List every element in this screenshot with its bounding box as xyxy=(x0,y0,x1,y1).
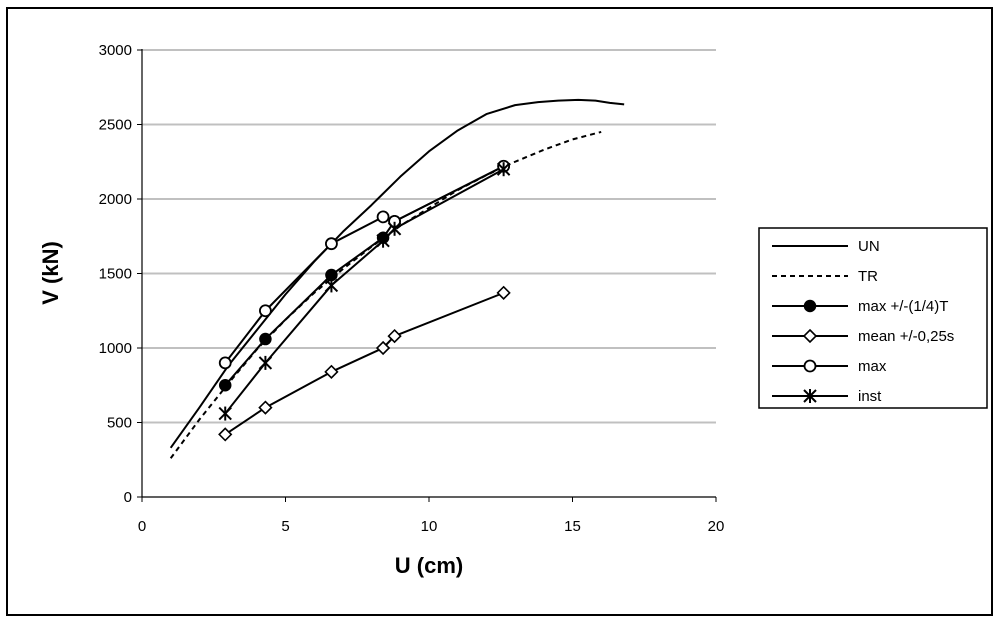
legend-item-max: max xyxy=(772,358,887,375)
legend-marker xyxy=(802,328,818,344)
data-point xyxy=(376,210,390,224)
legend-label: inst xyxy=(858,388,882,405)
legend-box xyxy=(758,227,988,409)
x-tick-label: 10 xyxy=(421,518,438,535)
x-tick-label: 0 xyxy=(138,518,146,535)
legend-label: max xyxy=(858,358,887,375)
data-point xyxy=(258,400,273,415)
y-tick-label: 0 xyxy=(124,489,132,506)
marker-shape xyxy=(803,299,817,313)
marker-shape xyxy=(324,364,339,379)
y-tick-label: 500 xyxy=(107,415,132,432)
marker-shape xyxy=(259,304,272,318)
data-point xyxy=(387,328,402,344)
y-tick-label: 1000 xyxy=(99,340,132,357)
data-point xyxy=(259,332,272,346)
series-max-line xyxy=(224,165,505,364)
data-point xyxy=(324,364,339,379)
marker-shape xyxy=(218,427,233,442)
axes xyxy=(137,49,717,502)
data-point xyxy=(218,356,232,370)
legend-label: UN xyxy=(858,238,880,255)
tick-labels: 0 500 1000 1500 2000 2500 3000 0 5 10 15 20 xyxy=(99,42,725,535)
series-group xyxy=(169,98,625,459)
marker-shape xyxy=(803,359,817,373)
legend: UN TR max +/-(1/4)T mean +/-0,25s max inst xyxy=(758,227,988,409)
marker-shape xyxy=(375,340,391,356)
data-point xyxy=(258,355,273,370)
legend-label: TR xyxy=(858,268,878,285)
legend-item-inst: inst xyxy=(772,388,882,405)
legend-item-mean-0-25s: mean +/-0,25s xyxy=(772,328,954,345)
data-point xyxy=(387,221,402,236)
x-axis-title: U (cm) xyxy=(395,553,463,578)
data-point xyxy=(218,406,232,421)
series-inst xyxy=(218,162,511,421)
legend-item-max-1-4-t: max +/-(1/4)T xyxy=(772,298,948,315)
data-point xyxy=(375,340,391,356)
legend-marker xyxy=(803,389,817,403)
series-un xyxy=(169,98,625,449)
marker-shape xyxy=(218,379,232,392)
data-point xyxy=(259,304,272,318)
data-point xyxy=(496,285,511,301)
data-point xyxy=(324,278,339,293)
y-tick-label: 3000 xyxy=(99,42,132,59)
data-point xyxy=(496,162,511,177)
x-tick-label: 15 xyxy=(564,518,581,535)
x-tick-label: 20 xyxy=(708,518,725,535)
legend-item-un: UN xyxy=(772,238,880,255)
marker-shape xyxy=(325,237,338,251)
y-axis-title: V (kN) xyxy=(38,241,63,305)
data-point xyxy=(376,233,390,248)
legend-label: max +/-(1/4)T xyxy=(858,298,948,315)
legend-label: mean +/-0,25s xyxy=(858,328,954,345)
marker-shape xyxy=(376,210,390,224)
series-un-line xyxy=(169,98,625,449)
legend-item-tr: TR xyxy=(772,268,878,285)
marker-shape xyxy=(387,328,402,344)
marker-shape xyxy=(259,332,272,346)
series-inst-line xyxy=(224,168,505,415)
legend-marker xyxy=(803,299,817,313)
marker-shape xyxy=(218,356,232,370)
marker-shape xyxy=(802,328,818,344)
marker-shape xyxy=(258,400,273,415)
data-point xyxy=(325,237,338,251)
data-point xyxy=(218,427,233,442)
series-mean-0-25s-line xyxy=(224,291,504,436)
y-tick-label: 2500 xyxy=(99,117,132,134)
series-max xyxy=(218,159,511,370)
y-tick-label: 2000 xyxy=(99,191,132,208)
legend-marker xyxy=(803,359,817,373)
x-tick-label: 5 xyxy=(281,518,289,535)
series-mean-0-25s xyxy=(218,285,511,442)
y-tick-label: 1500 xyxy=(99,266,132,283)
marker-shape xyxy=(496,285,511,301)
data-point xyxy=(218,379,232,392)
